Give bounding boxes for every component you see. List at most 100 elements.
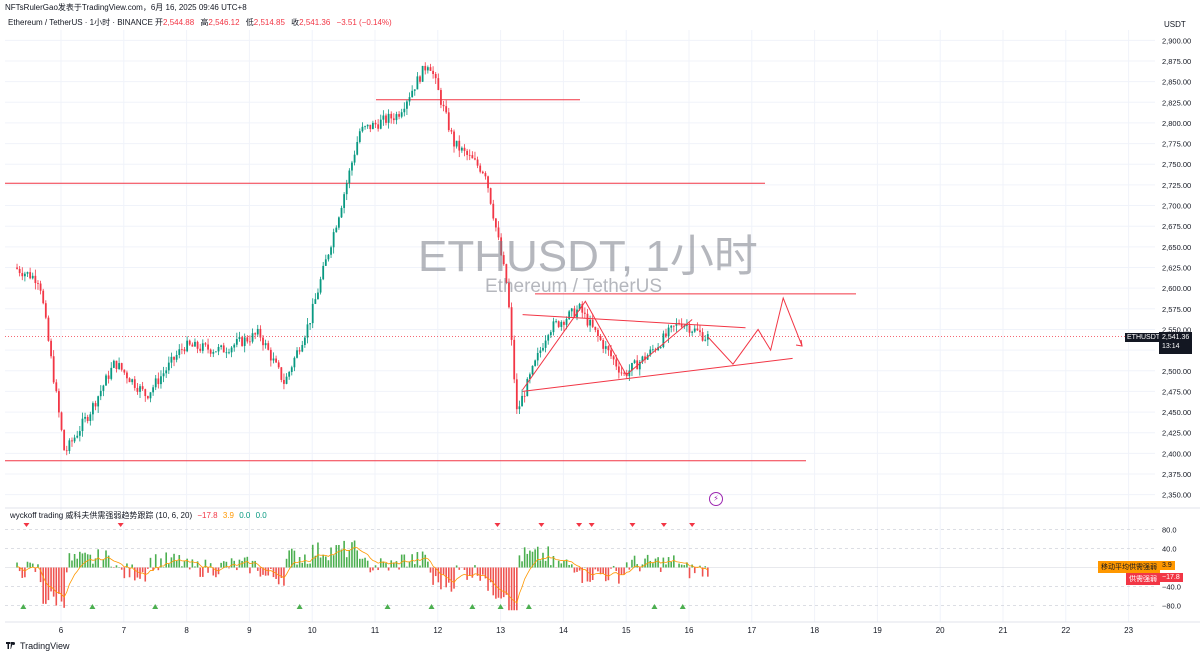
indicator-bar	[236, 567, 238, 571]
candle-body	[63, 429, 66, 451]
candle-body	[110, 367, 113, 379]
candle-body	[432, 70, 434, 75]
candle-body	[649, 349, 652, 356]
indicator-bar	[175, 560, 178, 568]
candle-body	[510, 307, 513, 340]
candle-body	[327, 254, 330, 260]
lightning-icon[interactable]: ⚡	[709, 492, 723, 506]
indicator-bar	[348, 549, 351, 568]
time-tick-label: 17	[747, 626, 756, 635]
indicator-bar	[335, 545, 338, 568]
candle-body	[419, 76, 421, 82]
indicator-bar	[238, 559, 241, 568]
candle-body	[39, 283, 42, 291]
candle-body	[141, 386, 144, 390]
candle-body	[610, 350, 612, 357]
indicator-bar	[128, 567, 131, 578]
indicator-bar	[602, 567, 604, 574]
candle-body	[335, 227, 338, 233]
indicator-bar	[26, 561, 29, 568]
indicator-bar	[479, 567, 481, 581]
indicator-value-1: −17.8	[197, 511, 218, 520]
indicator-bar	[688, 567, 691, 579]
candle-body	[29, 272, 32, 279]
indicator-bar	[92, 563, 94, 568]
indicator-bar	[474, 565, 476, 568]
indicator-bar	[256, 567, 259, 571]
indicator-bar	[408, 561, 411, 568]
candle-body	[641, 356, 644, 362]
indicator-bar	[565, 559, 568, 568]
tradingview-logo[interactable]: TradingView	[6, 641, 70, 651]
indicator-bar	[581, 567, 584, 583]
indicator-bar	[620, 567, 623, 575]
indicator-legend[interactable]: wyckoff trading 威科夫供需强弱趋势跟踪 (10, 6, 20) …	[10, 510, 267, 521]
candle-body	[157, 378, 160, 385]
candle-body	[241, 337, 243, 346]
indicator-bar	[492, 567, 495, 596]
indicator-bar	[79, 551, 81, 568]
candle-body	[235, 338, 238, 345]
time-tick-label: 20	[936, 626, 945, 635]
candle-body	[578, 303, 581, 310]
candle-body	[154, 378, 157, 388]
candle-body	[372, 122, 374, 130]
last-price-symbol-tag: ETHUSDT	[1125, 333, 1163, 342]
candle-body	[256, 328, 259, 335]
candle-body	[303, 337, 306, 346]
candle-body	[686, 325, 688, 327]
candle-body	[387, 113, 390, 123]
indicator-bar	[612, 565, 615, 568]
sell-marker-icon	[494, 523, 501, 527]
indicator-bar	[495, 567, 497, 599]
time-tick-label: 21	[999, 626, 1008, 635]
candle-body	[437, 78, 440, 91]
candle-body	[107, 375, 110, 379]
candle-body	[212, 352, 215, 354]
indicator-bar	[280, 567, 283, 578]
indicator-bar	[39, 567, 42, 583]
indicator-bar	[290, 548, 293, 568]
candle-body	[672, 325, 675, 327]
candle-body	[701, 332, 704, 341]
indicator-bar	[550, 565, 552, 568]
price-tick-label: 2,875.00	[1162, 57, 1191, 66]
candle-body	[670, 325, 673, 328]
indicator-bar	[76, 558, 79, 568]
candle-body	[267, 343, 270, 350]
candle-body	[429, 67, 432, 71]
symbol-legend[interactable]: Ethereum / TetherUS · 1小时 · BINANCE 开2,5…	[8, 17, 396, 28]
candle-body	[233, 344, 236, 348]
candle-body	[149, 392, 152, 399]
indicator-bar	[497, 567, 500, 598]
indicator-bar	[222, 561, 225, 568]
indicator-bar	[589, 567, 591, 582]
price-tick-label: 2,800.00	[1162, 119, 1191, 128]
candle-body	[280, 367, 283, 380]
candle-body	[136, 387, 139, 392]
candle-body	[463, 147, 466, 151]
candle-body	[175, 354, 178, 360]
candle-body	[102, 385, 105, 391]
candle-body	[42, 290, 45, 304]
candle-body	[31, 275, 34, 279]
indicator-bar	[657, 557, 659, 568]
candle-body	[97, 396, 100, 407]
indicator-bar	[133, 567, 136, 581]
indicator-bar	[544, 560, 547, 568]
candle-body	[390, 113, 393, 119]
candle-body	[369, 124, 372, 130]
indicator-bar	[421, 551, 424, 568]
indicator-pane	[5, 523, 1155, 611]
projected-arrow-head	[795, 339, 803, 347]
price-tick-label: 2,375.00	[1162, 470, 1191, 479]
candle-body	[591, 319, 594, 327]
candle-body	[521, 395, 523, 407]
buy-marker-icon	[469, 604, 476, 609]
buy-marker-icon	[651, 604, 658, 609]
indicator-bar	[340, 549, 343, 568]
indicator-bar	[330, 547, 332, 568]
candle-body	[534, 360, 537, 366]
candle-body	[392, 118, 395, 121]
